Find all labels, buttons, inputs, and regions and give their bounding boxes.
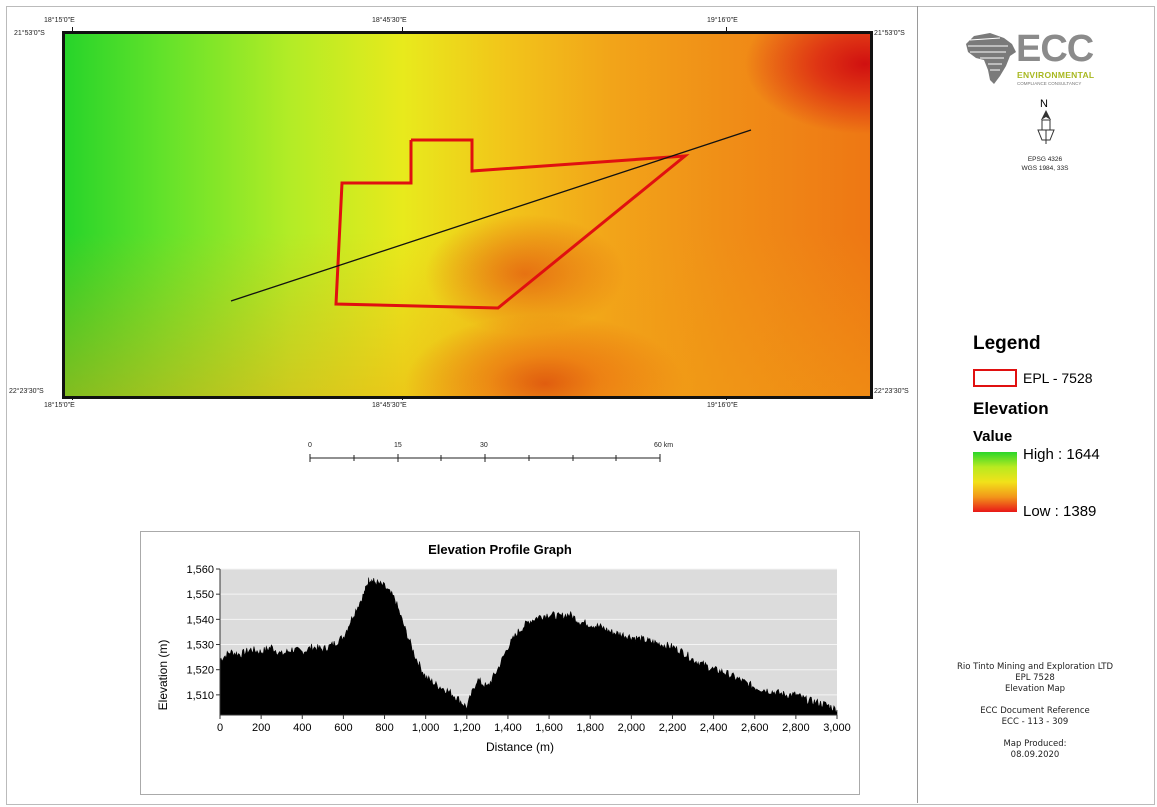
projection-line2: WGS 1984, 33S [1021, 165, 1069, 172]
high-label: High : 1644 [1023, 446, 1100, 463]
panel-divider [917, 6, 918, 803]
x-tick-label: 800 [375, 722, 393, 734]
north-letter: N [1040, 98, 1048, 110]
epl-7528-boundary [334, 138, 690, 310]
coord-top-right: 19°16'0"E [707, 17, 738, 24]
africa-map-icon [966, 33, 1016, 84]
x-tick-label: 2,200 [659, 722, 687, 734]
info-map-name: Elevation Map [1004, 684, 1066, 694]
info-company: Rio Tinto Mining and Exploration LTD [956, 662, 1114, 672]
scale-label-0: 0 [308, 442, 312, 449]
info-epl: EPL 7528 [1015, 673, 1055, 683]
y-tick-label: 1,530 [186, 640, 214, 652]
north-arrow-icon [1037, 110, 1055, 144]
epl-legend-label: EPL - 7528 [1023, 370, 1093, 386]
x-tick-label: 2,800 [782, 722, 810, 734]
coord-tick [72, 396, 73, 400]
elevation-title: Elevation [973, 399, 1049, 418]
coord-right-bottom: 22°23'30"S [874, 388, 909, 395]
epl-swatch [973, 369, 1017, 387]
y-tick-label: 1,510 [186, 690, 214, 702]
coord-tick [402, 27, 403, 31]
scale-label-15: 15 [394, 442, 402, 449]
coord-tick [726, 27, 727, 31]
logo-text: ECC [1016, 28, 1094, 70]
north-arrow: N [1035, 98, 1057, 146]
map-shading [65, 34, 870, 396]
x-tick-label: 1,800 [576, 722, 604, 734]
elevation-profile-area [219, 577, 838, 716]
x-tick-label: 1,400 [494, 722, 522, 734]
x-tick-label: 200 [252, 722, 270, 734]
coord-top-left: 18°15'0"E [44, 17, 75, 24]
elevation-profile-panel: Elevation Profile Graph Elevation (m) Di… [140, 531, 860, 795]
x-tick-label: 1,000 [412, 722, 440, 734]
y-tick-label: 1,520 [186, 665, 214, 677]
logo-line2: COMPLIANCE CONSULTANCY [1017, 81, 1082, 86]
x-tick-label: 2,400 [700, 722, 728, 734]
x-tick-label: 400 [293, 722, 311, 734]
chart-title: Elevation Profile Graph [428, 542, 572, 557]
x-tick-label: 0 [217, 722, 223, 734]
x-tick-label: 2,000 [618, 722, 646, 734]
value-title: Value [973, 428, 1013, 445]
logo-line1: ENVIRONMENTAL [1017, 70, 1095, 80]
info-produced-date: 08.09.2020 [1010, 750, 1060, 760]
coord-tick [726, 396, 727, 400]
elevation-map[interactable] [62, 31, 873, 399]
projection-line1: EPSG 4326 [1027, 156, 1063, 163]
x-tick-label: 1,600 [535, 722, 563, 734]
scale-label-30: 30 [480, 442, 488, 449]
coord-left-top: 21°53'0"S [14, 30, 45, 37]
elevation-profile-chart[interactable]: 1,510 1,520 1,530 1,540 1,550 1,560 0 200 400 600… [141, 532, 859, 794]
legend-title: Legend [973, 333, 1041, 354]
y-tick-label: 1,550 [186, 589, 214, 601]
x-tick-label: 3,000 [823, 722, 851, 734]
coord-right-top: 21°53'0"S [874, 30, 905, 37]
coord-bottom-mid: 18°45'30"E [372, 402, 407, 409]
coord-top-mid: 18°45'30"E [372, 17, 407, 24]
projection-info: EPSG 4326 WGS 1984, 33S [990, 155, 1100, 173]
y-tick-label: 1,560 [186, 564, 214, 576]
coord-bottom-left: 18°15'0"E [44, 402, 75, 409]
scale-bar: 0 15 30 60 km [300, 440, 690, 470]
coord-left-bottom: 22°23'30"S [9, 388, 44, 395]
coord-tick [402, 396, 403, 400]
info-doc-ref: ECC - 113 - 309 [1001, 717, 1069, 727]
info-doc-ref-label: ECC Document Reference [980, 706, 1090, 716]
info-produced-label: Map Produced: [1003, 739, 1067, 749]
x-axis-label: Distance (m) [485, 740, 554, 754]
map-overlay [230, 129, 752, 310]
x-tick-label: 1,200 [453, 722, 481, 734]
x-tick-label: 2,600 [741, 722, 769, 734]
profile-line [230, 129, 752, 302]
elevation-color-ramp [973, 452, 1017, 512]
y-tick-label: 1,540 [186, 614, 214, 626]
coord-tick [72, 27, 73, 31]
x-tick-label: 600 [334, 722, 352, 734]
low-label: Low : 1389 [1023, 503, 1097, 520]
ecc-logo: ECC ENVIRONMENTAL COMPLIANCE CONSULTANCY [960, 28, 1120, 90]
info-block: Rio Tinto Mining and Exploration LTD EPL… [940, 662, 1130, 761]
scale-label-60: 60 km [654, 442, 674, 449]
page-border [6, 6, 1155, 805]
coord-bottom-right: 19°16'0"E [707, 402, 738, 409]
